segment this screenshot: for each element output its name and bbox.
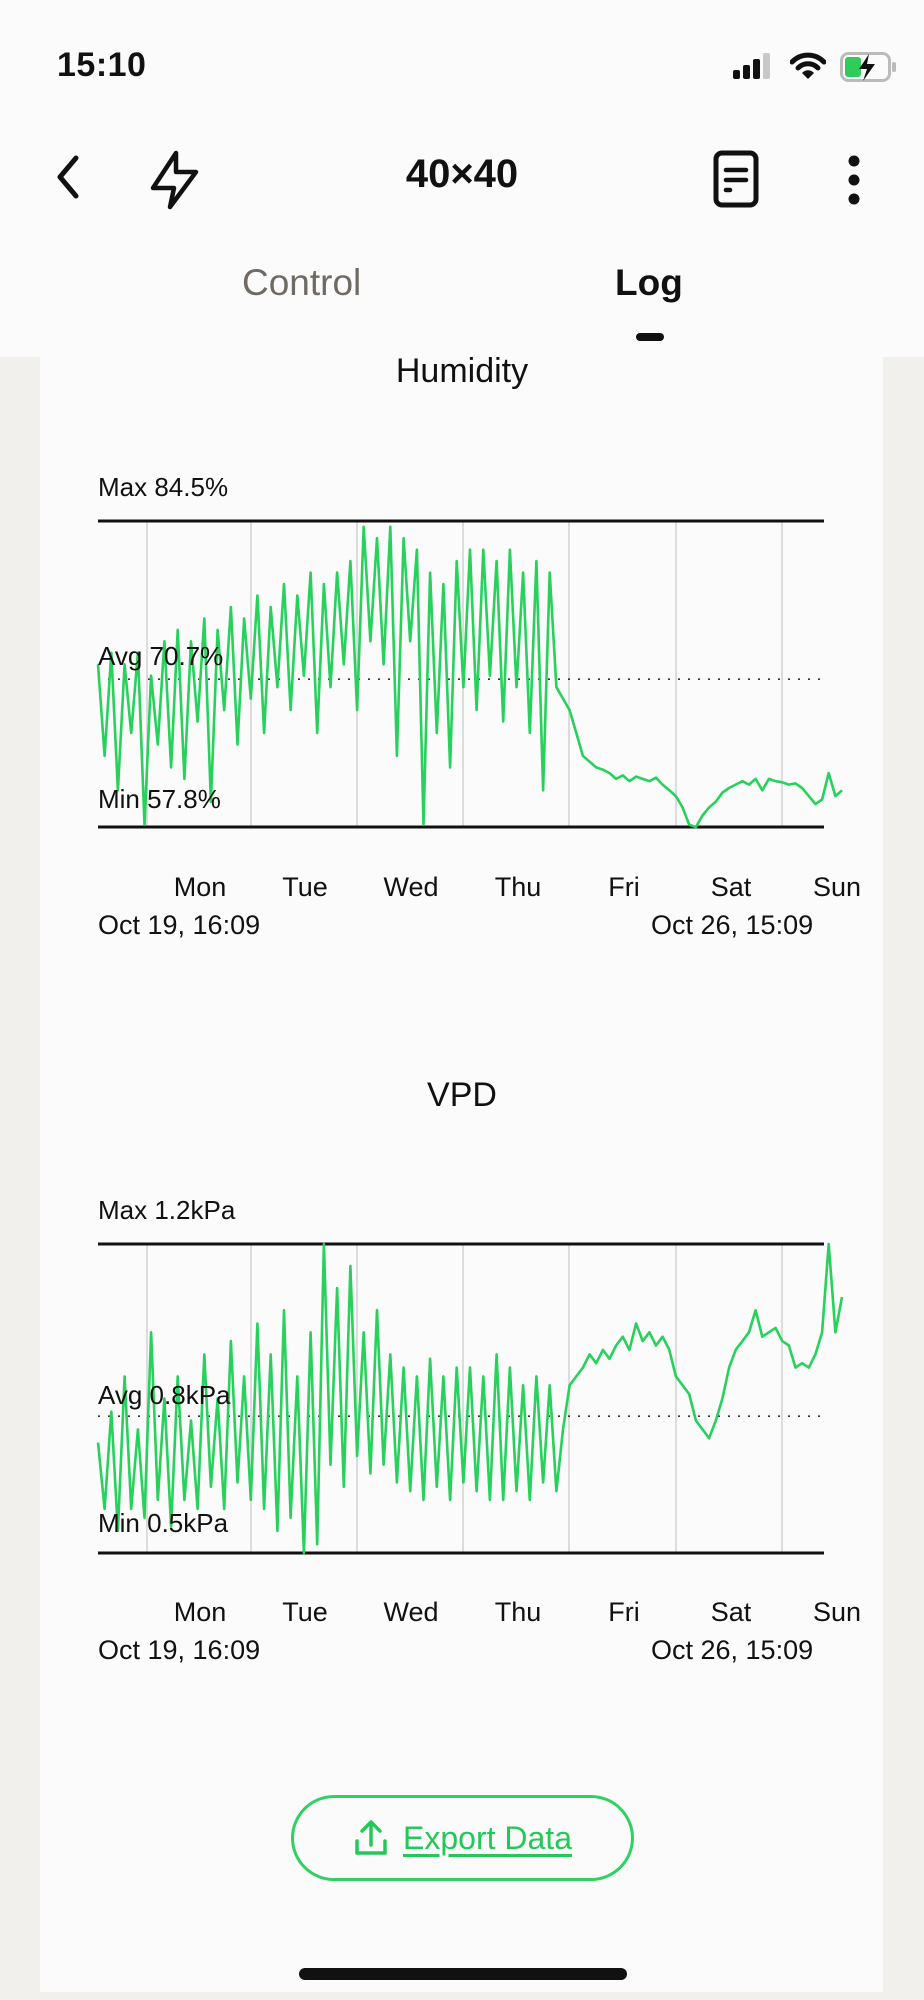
battery-charging-icon [840, 52, 896, 82]
x-tick-label: Thu [494, 872, 542, 902]
x-tick-label: Sun [812, 1597, 862, 1627]
more-options-icon[interactable] [846, 154, 862, 206]
chart-title: VPD [427, 1076, 497, 1114]
avg-label: Avg 70.7% [98, 641, 224, 671]
export-data-button[interactable]: Export Data [291, 1795, 634, 1881]
x-tick-label: Sun [812, 872, 862, 902]
max-label: Max 1.2kPa [98, 1195, 236, 1225]
end-date-label: Oct 26, 15:09 [651, 910, 814, 940]
cellular-signal-icon [733, 53, 770, 79]
data-series-line [96, 1242, 844, 1555]
max-label: Max 84.5% [98, 472, 229, 502]
back-chevron-icon[interactable] [54, 154, 82, 200]
x-tick-label: Mon [173, 872, 227, 902]
x-tick-label: Fri [608, 872, 640, 902]
wifi-icon [790, 52, 826, 79]
upload-icon [355, 1820, 387, 1855]
tab-log[interactable]: Log [615, 262, 683, 303]
notes-icon[interactable] [713, 150, 761, 208]
min-label: Min 0.5kPa [98, 1508, 229, 1538]
tab-control[interactable]: Control [242, 262, 362, 303]
avg-label: Avg 0.8kPa [98, 1380, 231, 1410]
home-indicator[interactable] [299, 1968, 627, 1980]
lightning-icon[interactable] [148, 150, 202, 210]
x-tick-label: Tue [282, 1597, 328, 1627]
app-header: 15:10 40×40 Control Log [0, 0, 924, 357]
x-tick-label: Wed [383, 1597, 439, 1627]
data-series-line [96, 525, 843, 829]
start-date-label: Oct 19, 16:09 [98, 910, 261, 940]
x-tick-label: Mon [173, 1597, 227, 1627]
start-date-label: Oct 19, 16:09 [98, 1635, 261, 1665]
x-tick-label: Wed [383, 872, 439, 902]
chart-title: Humidity [395, 352, 529, 390]
log-card [40, 300, 883, 1992]
x-tick-label: Tue [282, 872, 328, 902]
min-label: Min 57.8% [98, 784, 221, 814]
end-date-label: Oct 26, 15:09 [651, 1635, 814, 1665]
vpd-chart-plot [96, 1242, 844, 1555]
x-tick-label: Sat [710, 1597, 752, 1627]
humidity-chart-plot [96, 519, 843, 829]
status-time: 15:10 [57, 46, 147, 84]
x-tick-label: Sat [710, 872, 752, 902]
device-title: 40×40 [405, 152, 519, 196]
x-tick-label: Fri [608, 1597, 640, 1627]
active-tab-indicator [636, 333, 664, 341]
export-data-label: Export Data [403, 1819, 572, 1856]
x-tick-label: Thu [494, 1597, 542, 1627]
